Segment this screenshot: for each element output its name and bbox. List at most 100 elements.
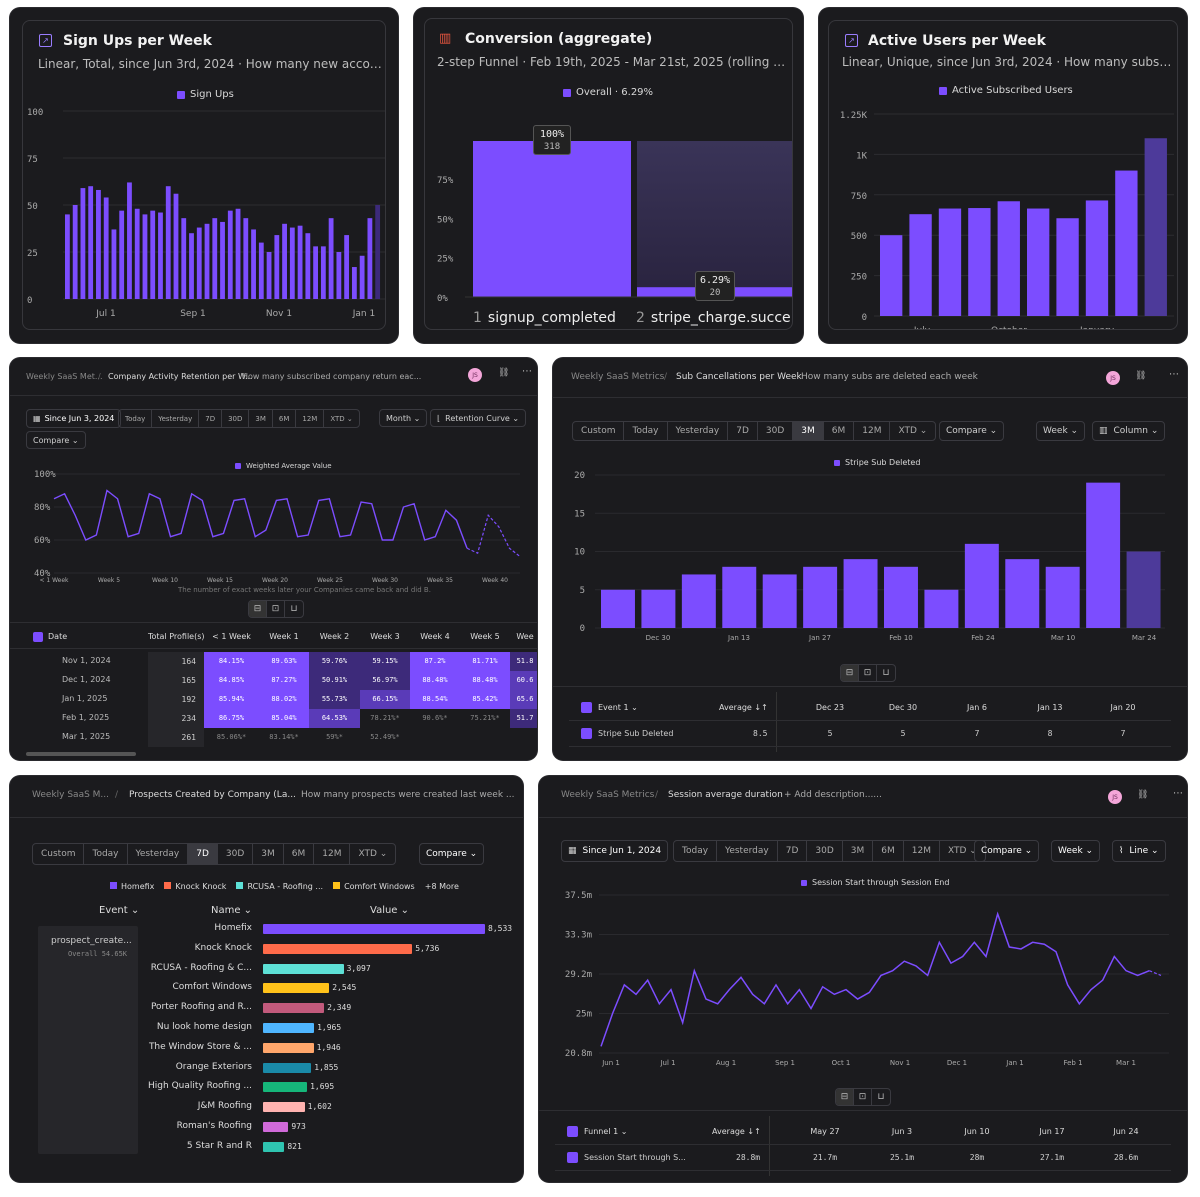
prospect-bar[interactable]: [263, 1102, 305, 1113]
retention-cell[interactable]: 78.21%*: [370, 714, 400, 722]
range-option-7d[interactable]: 7D: [188, 844, 218, 864]
chart-view-icon[interactable]: ⊡: [267, 601, 285, 617]
retention-cell[interactable]: 81.71%: [460, 652, 510, 671]
retention-cell[interactable]: 64.53%: [309, 709, 360, 728]
table-header-cell[interactable]: < 1 Week: [212, 632, 251, 641]
retention-cell[interactable]: 85.42%: [460, 690, 510, 709]
range-option-12m[interactable]: 12M: [904, 841, 940, 861]
retention-cell[interactable]: 55.73%: [309, 690, 360, 709]
legend-item[interactable]: +8 More: [425, 882, 459, 891]
compare-button[interactable]: Compare ⌄: [939, 421, 1005, 441]
retention-cell[interactable]: 85.06%*: [216, 733, 247, 741]
retention-cell[interactable]: 88.54%: [410, 690, 460, 709]
range-option-30d[interactable]: 30D: [758, 422, 794, 440]
prospect-name[interactable]: Roman's Roofing: [176, 1121, 252, 1131]
event-checkbox[interactable]: [567, 1126, 578, 1137]
range-option-12m[interactable]: 12M: [854, 422, 891, 440]
date-column-header[interactable]: Jan 6: [967, 703, 987, 712]
row-value[interactable]: 28m: [969, 1153, 985, 1162]
month-button[interactable]: Month ⌄: [379, 409, 428, 427]
prospect-bar[interactable]: [263, 1082, 308, 1093]
step2-label[interactable]: 2 stripe_charge.succe...: [636, 310, 792, 326]
range-option-6m[interactable]: 6M: [284, 844, 315, 864]
prospect-name[interactable]: The Window Store & ...: [148, 1041, 252, 1052]
range-option-xtd[interactable]: XTD ⌄: [948, 846, 977, 856]
retention-cell[interactable]: 84.85%: [204, 671, 259, 690]
range-option-yesterday[interactable]: Yesterday: [668, 422, 729, 440]
date-column-header[interactable]: Dec 23: [815, 703, 845, 712]
range-option-30d[interactable]: 30D: [807, 841, 843, 861]
range-option-30d[interactable]: 30D: [218, 844, 254, 864]
avatar[interactable]: JS: [1108, 790, 1122, 804]
retention-cell[interactable]: 85.04%: [259, 709, 309, 728]
week-button[interactable]: Week ⌄: [1051, 840, 1101, 862]
step1-label[interactable]: 1 signup_completed: [473, 310, 616, 326]
retention-cell[interactable]: 88.48%: [410, 671, 460, 690]
prospect-name[interactable]: Porter Roofing and R...: [150, 1002, 252, 1013]
retention-cell[interactable]: 50.91%: [309, 671, 360, 690]
prospects-legend[interactable]: Homefix Knock Knock RCUSA - Roofing ... Com…: [110, 882, 459, 891]
range-option-3m[interactable]: 3M: [253, 844, 284, 864]
row-value[interactable]: 25.1m: [889, 1153, 915, 1162]
prospect-name[interactable]: Orange Exteriors: [175, 1061, 252, 1072]
legend-item[interactable]: RCUSA - Roofing ...: [236, 882, 323, 891]
range-option-3m[interactable]: 3M: [843, 841, 874, 861]
breadcrumb-board[interactable]: Weekly SaaS Metrics: [561, 790, 655, 800]
name-column-header[interactable]: Name ⌄: [211, 905, 253, 916]
retention-cell[interactable]: [510, 728, 537, 747]
more-icon[interactable]: ⋯: [1173, 788, 1183, 799]
range-option-yesterday[interactable]: Yesterday: [717, 841, 778, 861]
retention-cell[interactable]: 59.76%: [309, 652, 360, 671]
view-toggle[interactable]: ⊟ ⊡ ⊔: [840, 664, 896, 682]
prospect-bar[interactable]: [263, 1141, 285, 1152]
retention-cell[interactable]: 86.75%: [204, 709, 259, 728]
event-column-header[interactable]: Event 1 ⌄: [598, 703, 638, 712]
split-view-icon[interactable]: ⊔: [877, 1092, 885, 1102]
session-range-selector[interactable]: Today Yesterday 7D 30D 3M 6M 12M XTD ⌄: [673, 840, 986, 862]
view-toggle[interactable]: ⊟ ⊡ ⊔: [248, 600, 304, 618]
date-column-header[interactable]: Jun 10: [964, 1127, 990, 1136]
retention-cell[interactable]: 51.8: [510, 652, 537, 671]
date-range-button[interactable]: ▦ Since Jun 3, 2024: [26, 409, 122, 428]
table-header-cell[interactable]: Week 2: [319, 632, 350, 641]
horizontal-scrollbar[interactable]: [26, 752, 136, 756]
prospect-bar[interactable]: [263, 1062, 312, 1073]
range-option-3m[interactable]: 3M: [249, 410, 273, 427]
range-option-7d[interactable]: 7D: [778, 841, 808, 861]
date-column-header[interactable]: Jan 20: [1110, 703, 1136, 712]
retention-cell[interactable]: 88.02%: [259, 690, 309, 709]
event-column-header[interactable]: Funnel 1 ⌄: [584, 1127, 628, 1136]
report-description[interactable]: How many subscribed company return eac..…: [242, 372, 422, 381]
retention-cell[interactable]: 52.49%*: [370, 733, 400, 741]
retention-cell[interactable]: 89.63%: [259, 652, 309, 671]
conversion-title[interactable]: Conversion (aggregate): [465, 31, 653, 47]
avatar[interactable]: JS: [468, 368, 482, 382]
retention-cell[interactable]: 66.15%: [360, 690, 410, 709]
event-column-header[interactable]: Event ⌄: [99, 905, 140, 916]
legend-item[interactable]: Knock Knock: [164, 882, 226, 891]
prospect-bar[interactable]: [263, 1003, 325, 1014]
retention-cell[interactable]: 59%*: [326, 733, 343, 741]
row-checkbox[interactable]: [581, 728, 592, 739]
row-value[interactable]: 8: [1047, 729, 1053, 738]
table-header-cell[interactable]: Total Profile(s): [148, 632, 205, 641]
range-option-7d[interactable]: 7D: [728, 422, 758, 440]
table-header-cell[interactable]: Week 3: [370, 632, 400, 641]
row-value[interactable]: 27.1m: [1039, 1153, 1065, 1162]
prospect-bar[interactable]: [263, 1122, 289, 1132]
report-name[interactable]: Sub Cancellations per Week: [676, 372, 802, 382]
retention-range-selector[interactable]: Today Yesterday 7D 30D 3M 6M 12M XTD ⌄: [118, 409, 360, 428]
select-all-checkbox[interactable]: [33, 632, 43, 642]
row-value[interactable]: 7: [1120, 729, 1126, 738]
retention-cell[interactable]: 75.21%*: [470, 714, 500, 722]
prospect-bar[interactable]: [263, 943, 413, 954]
range-option-30d[interactable]: 30D: [222, 410, 250, 427]
prospect-name[interactable]: RCUSA - Roofing & C...: [150, 962, 252, 973]
prospect-bar[interactable]: [263, 1042, 314, 1053]
prospect-bar[interactable]: [263, 963, 344, 974]
range-option-today[interactable]: Today: [674, 841, 718, 861]
prospect-name[interactable]: Comfort Windows: [172, 982, 253, 993]
event-checkbox[interactable]: [581, 702, 592, 713]
range-option-12m[interactable]: 12M: [314, 844, 351, 864]
report-description[interactable]: How many prospects were created last wee…: [301, 790, 515, 800]
